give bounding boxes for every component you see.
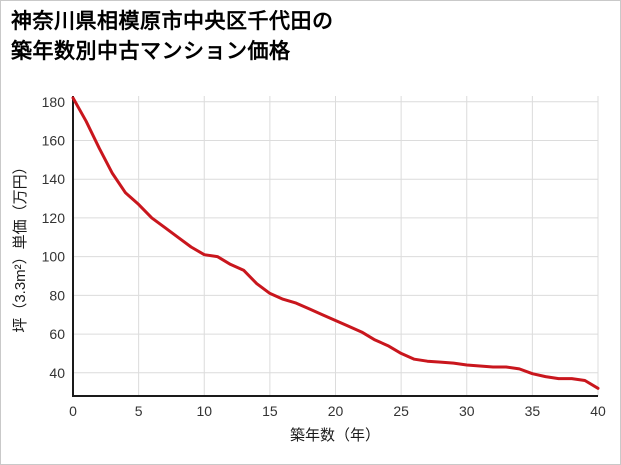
axis-lines [72, 96, 598, 397]
y-tick-label: 40 [49, 365, 65, 381]
x-tick-label: 5 [135, 403, 143, 419]
x-tick-label: 35 [525, 403, 541, 419]
price-line-series [71, 96, 600, 390]
y-tick-label: 100 [42, 249, 66, 265]
y-tick-label: 140 [42, 171, 66, 187]
x-tick-label: 15 [262, 403, 278, 419]
x-tick-label: 30 [459, 403, 475, 419]
y-axis-title: 坪（3.3m²）単価（万円） [12, 159, 29, 332]
chart-title: 神奈川県相模原市中央区千代田の 築年数別中古マンション価格 [11, 7, 334, 67]
x-tick-label: 25 [393, 403, 409, 419]
y-tick-label: 80 [49, 287, 65, 303]
chart-title-line1: 神奈川県相模原市中央区千代田の [11, 10, 334, 33]
y-tick-label: 180 [42, 94, 66, 110]
y-tick-label: 160 [42, 133, 66, 149]
gridlines [73, 96, 599, 396]
x-tick-label: 20 [328, 403, 344, 419]
chart-title-line2: 築年数別中古マンション価格 [11, 39, 291, 63]
x-tick-label: 0 [69, 403, 77, 419]
price-line-chart: 0 5 10 15 20 25 30 35 40 40 60 80 100 120 140 160 180 築年… [12, 94, 606, 444]
tick-labels: 0 5 10 15 20 25 30 35 40 40 60 80 100 120 140 160 180 [42, 94, 606, 419]
y-tick-label: 120 [42, 210, 66, 226]
price-line [71, 96, 600, 390]
x-tick-label: 40 [590, 403, 606, 419]
x-tick-label: 10 [196, 403, 212, 419]
y-tick-label: 60 [49, 326, 65, 342]
x-axis-title: 築年数（年） [290, 426, 380, 444]
